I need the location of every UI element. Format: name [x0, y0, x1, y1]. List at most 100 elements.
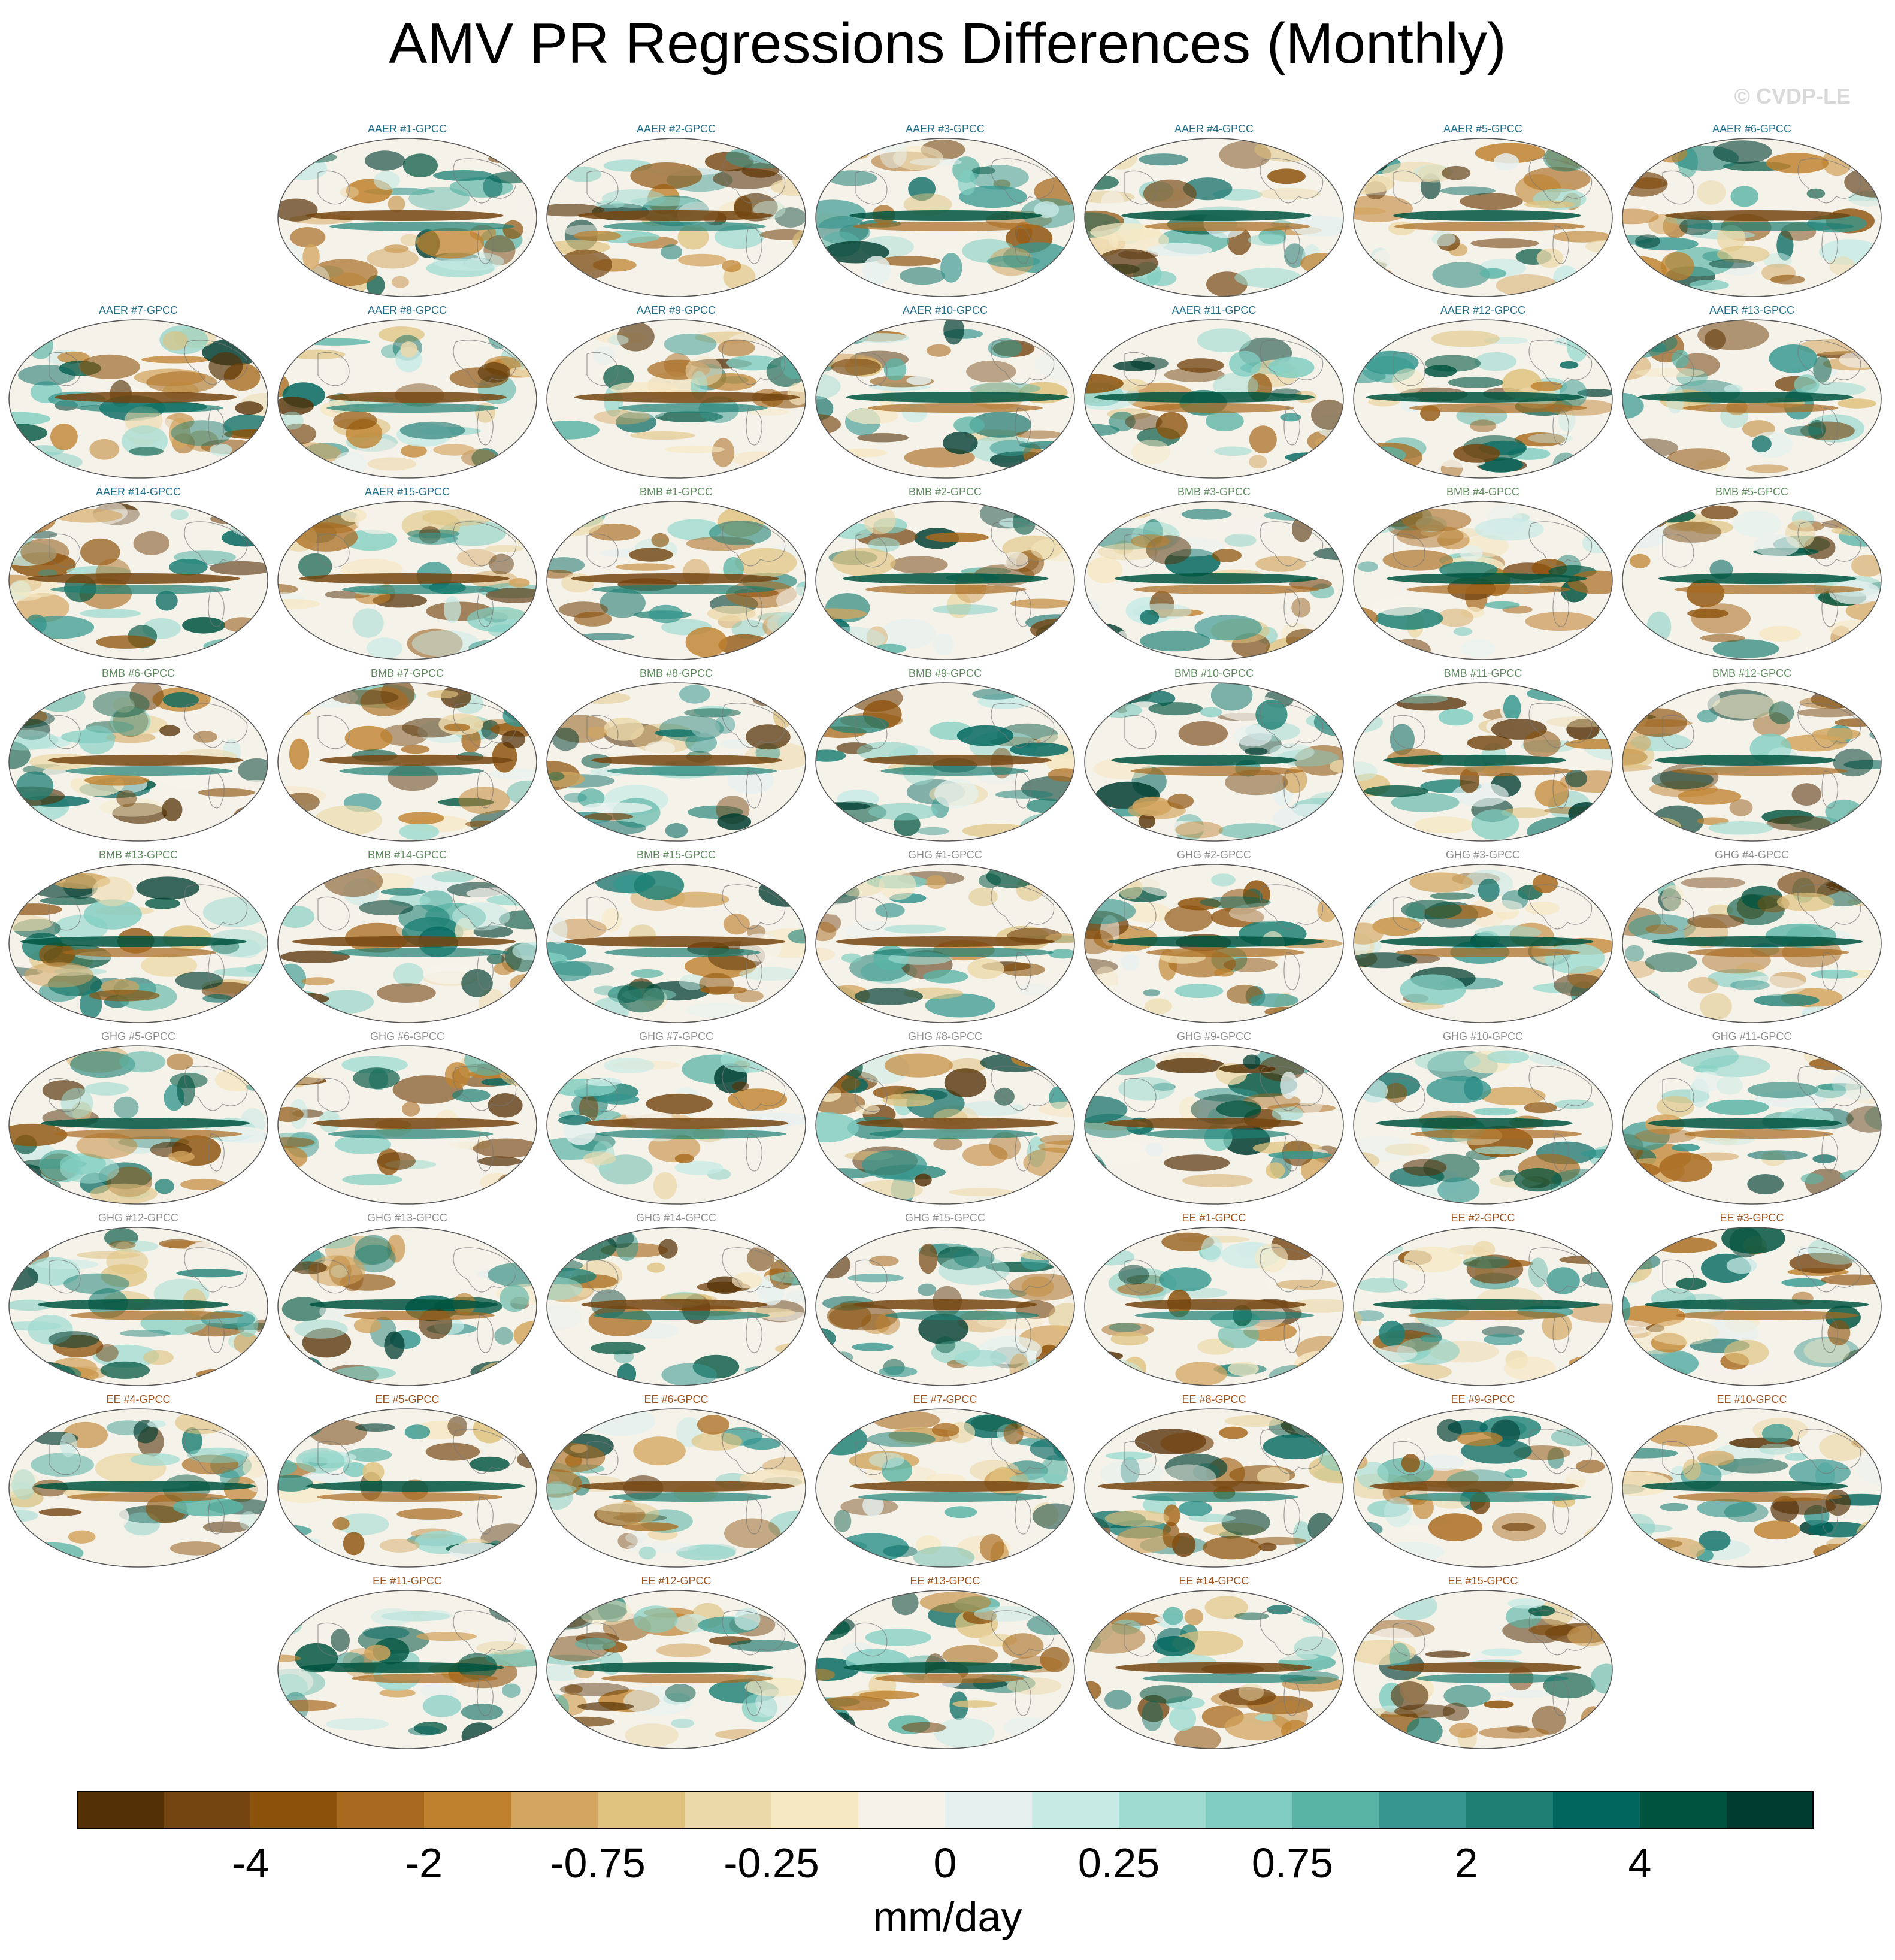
colorbar [77, 1791, 1814, 1829]
colorbar-tick-label: 2 [1454, 1840, 1478, 1886]
map-globe [546, 864, 806, 1023]
colorbar-swatch [337, 1791, 425, 1829]
map-outline [1084, 1408, 1344, 1568]
map-globe [277, 682, 537, 842]
map-outline [546, 682, 806, 842]
panel-title: AAER #14-GPCC [95, 486, 181, 498]
map-globe [1353, 319, 1613, 479]
map-globe [1084, 1227, 1344, 1386]
map-outline [1622, 682, 1882, 842]
map-outline [277, 319, 537, 479]
map-globe [815, 1590, 1075, 1749]
map-panel: GHG #12-GPCC [7, 1211, 270, 1391]
panel-title: BMB #15-GPCC [636, 849, 716, 861]
map-globe [815, 1408, 1075, 1568]
colorbar-swatch [1379, 1791, 1467, 1829]
panel-title: GHG #8-GPCC [907, 1030, 983, 1042]
map-panel: EE #8-GPCC [1083, 1393, 1345, 1572]
map-panel: EE #13-GPCC [814, 1574, 1076, 1754]
panel-title: EE #3-GPCC [1720, 1212, 1784, 1224]
map-globe [1622, 138, 1882, 297]
map-panel: AAER #8-GPCC [276, 304, 538, 483]
map-outline [815, 1408, 1075, 1568]
panel-title: AAER #7-GPCC [98, 304, 178, 316]
map-outline [1622, 1045, 1882, 1205]
map-outline [1353, 1590, 1613, 1749]
panel-title: EE #4-GPCC [106, 1393, 171, 1405]
colorbar-swatch [1206, 1791, 1293, 1829]
map-panel: AAER #6-GPCC [1621, 122, 1883, 302]
watermark: © CVDP-LE [1734, 84, 1851, 108]
colorbar-swatch [250, 1791, 338, 1829]
map-globe [546, 319, 806, 479]
map-outline [815, 1590, 1075, 1749]
panel-title: EE #1-GPCC [1182, 1212, 1246, 1224]
panel-title: AAER #1-GPCC [367, 123, 447, 135]
panel-title: BMB #12-GPCC [1712, 667, 1792, 679]
map-outline [1622, 501, 1882, 660]
map-panel: BMB #6-GPCC [7, 667, 270, 846]
map-outline [1084, 1045, 1344, 1205]
panel-title: BMB #2-GPCC [908, 486, 982, 498]
map-outline [277, 1045, 537, 1205]
map-panel: EE #12-GPCC [545, 1574, 807, 1754]
panel-title: AAER #6-GPCC [1712, 123, 1792, 135]
map-globe [815, 319, 1075, 479]
map-outline [1084, 138, 1344, 297]
map-globe [8, 319, 268, 479]
map-outline [815, 864, 1075, 1023]
map-globe [1353, 1045, 1613, 1205]
map-outline [1353, 319, 1613, 479]
map-globe [815, 682, 1075, 842]
map-globe [277, 1227, 537, 1386]
panel-title: GHG #7-GPCC [638, 1030, 714, 1042]
map-globe [546, 1408, 806, 1568]
map-globe [1622, 501, 1882, 660]
map-panel: AAER #1-GPCC [276, 122, 538, 302]
map-outline [277, 501, 537, 660]
panel-title: EE #9-GPCC [1451, 1393, 1515, 1405]
map-outline [1622, 1408, 1882, 1568]
map-panel: BMB #7-GPCC [276, 667, 538, 846]
colorbar-swatch [1292, 1791, 1380, 1829]
map-outline [815, 1227, 1075, 1386]
map-outline [1084, 1227, 1344, 1386]
panel-title: BMB #9-GPCC [908, 667, 982, 679]
colorbar-swatch [77, 1791, 164, 1829]
map-outline [1084, 501, 1344, 660]
map-outline [1622, 1227, 1882, 1386]
panel-title: BMB #11-GPCC [1443, 667, 1522, 679]
colorbar-tick-label: -4 [231, 1840, 270, 1886]
map-panel: GHG #9-GPCC [1083, 1030, 1345, 1209]
map-outline [8, 501, 268, 660]
panel-title: AAER #4-GPCC [1174, 123, 1254, 135]
map-globe [815, 501, 1075, 660]
map-panel: BMB #15-GPCC [545, 848, 807, 1028]
panel-title: BMB #5-GPCC [1715, 486, 1789, 498]
panel-title: EE #7-GPCC [913, 1393, 977, 1405]
map-panel: AAER #7-GPCC [7, 304, 270, 483]
colorbar-swatch [945, 1791, 1033, 1829]
map-panel: AAER #9-GPCC [545, 304, 807, 483]
map-globe [8, 1408, 268, 1568]
map-outline [815, 319, 1075, 479]
map-outline [8, 864, 268, 1023]
panel-title: AAER #13-GPCC [1709, 304, 1795, 316]
map-outline [815, 1045, 1075, 1205]
map-panel: AAER #14-GPCC [7, 485, 270, 665]
map-panel: GHG #1-GPCC [814, 848, 1076, 1028]
map-globe [1084, 682, 1344, 842]
map-outline [1084, 682, 1344, 842]
map-panel: EE #2-GPCC [1352, 1211, 1614, 1391]
map-panel: EE #6-GPCC [545, 1393, 807, 1572]
panel-title: GHG #12-GPCC [98, 1212, 179, 1224]
map-outline [1622, 864, 1882, 1023]
map-globe [815, 1227, 1075, 1386]
panel-title: BMB #10-GPCC [1174, 667, 1254, 679]
map-panel: GHG #15-GPCC [814, 1211, 1076, 1391]
colorbar-swatch [771, 1791, 859, 1829]
map-panel: GHG #11-GPCC [1621, 1030, 1883, 1209]
map-outline [1622, 138, 1882, 297]
map-outline [546, 319, 806, 479]
map-globe [546, 138, 806, 297]
